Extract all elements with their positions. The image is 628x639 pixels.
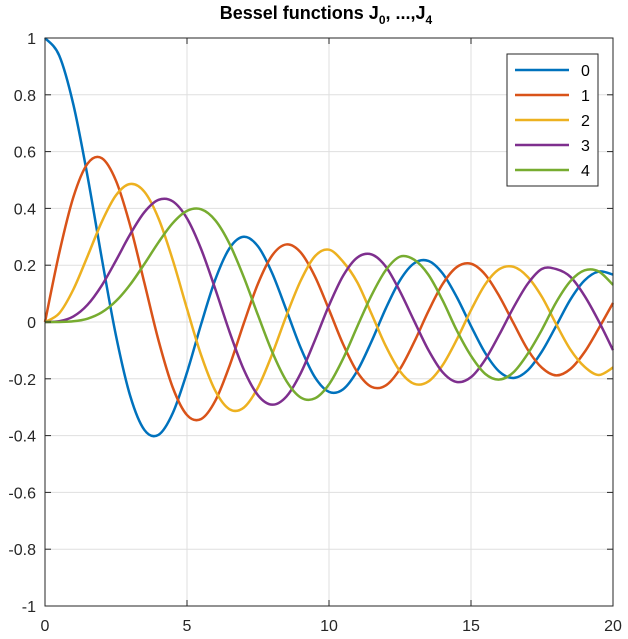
y-tick-label: 0.8: [14, 88, 36, 105]
x-tick-label: 20: [604, 618, 622, 635]
legend: 0 1 2 3 4: [506, 53, 599, 187]
chart-title-sub-first: 0: [379, 13, 386, 27]
series-line-0: [44, 37, 614, 438]
series-line-2: [44, 182, 614, 413]
y-tick-label: 1: [27, 31, 36, 48]
y-tick-label: 0.6: [14, 145, 36, 162]
y-tick-label: 0.4: [14, 201, 36, 218]
y-tick-label: -0.4: [8, 429, 36, 446]
legend-label-1: 1: [581, 88, 590, 105]
y-tick-label: 0: [27, 315, 36, 332]
chart-title-sub-last: 4: [426, 13, 433, 27]
x-tick-label: 15: [462, 618, 480, 635]
series-line-3: [44, 197, 615, 406]
y-tick-label: 0.2: [14, 258, 36, 275]
legend-label-3: 3: [581, 138, 590, 155]
series-line-1: [43, 155, 615, 422]
y-tick-label: -0.2: [8, 372, 36, 389]
chart-title: Bessel functions J0, ...,J4: [220, 3, 433, 27]
x-tick-label: 10: [320, 618, 338, 635]
x-tick-label: 5: [183, 618, 192, 635]
axis-ticks: 0 5 10 15 20-1-0.8-0.6-0.4-0.200.20.40.60.81: [8, 31, 622, 635]
legend-label-0: 0: [581, 63, 590, 80]
y-tick-label: -1: [22, 599, 36, 616]
series-lines: [43, 37, 615, 438]
x-tick-label: 0: [41, 618, 50, 635]
series-line-4: [44, 207, 614, 402]
chart-title-main: Bessel functions J: [220, 3, 379, 23]
y-tick-label: -0.8: [8, 542, 36, 559]
legend-label-4: 4: [581, 163, 590, 180]
chart-title-sep: , ...,J: [386, 3, 426, 23]
legend-label-2: 2: [581, 113, 590, 130]
y-tick-label: -0.6: [8, 485, 36, 502]
